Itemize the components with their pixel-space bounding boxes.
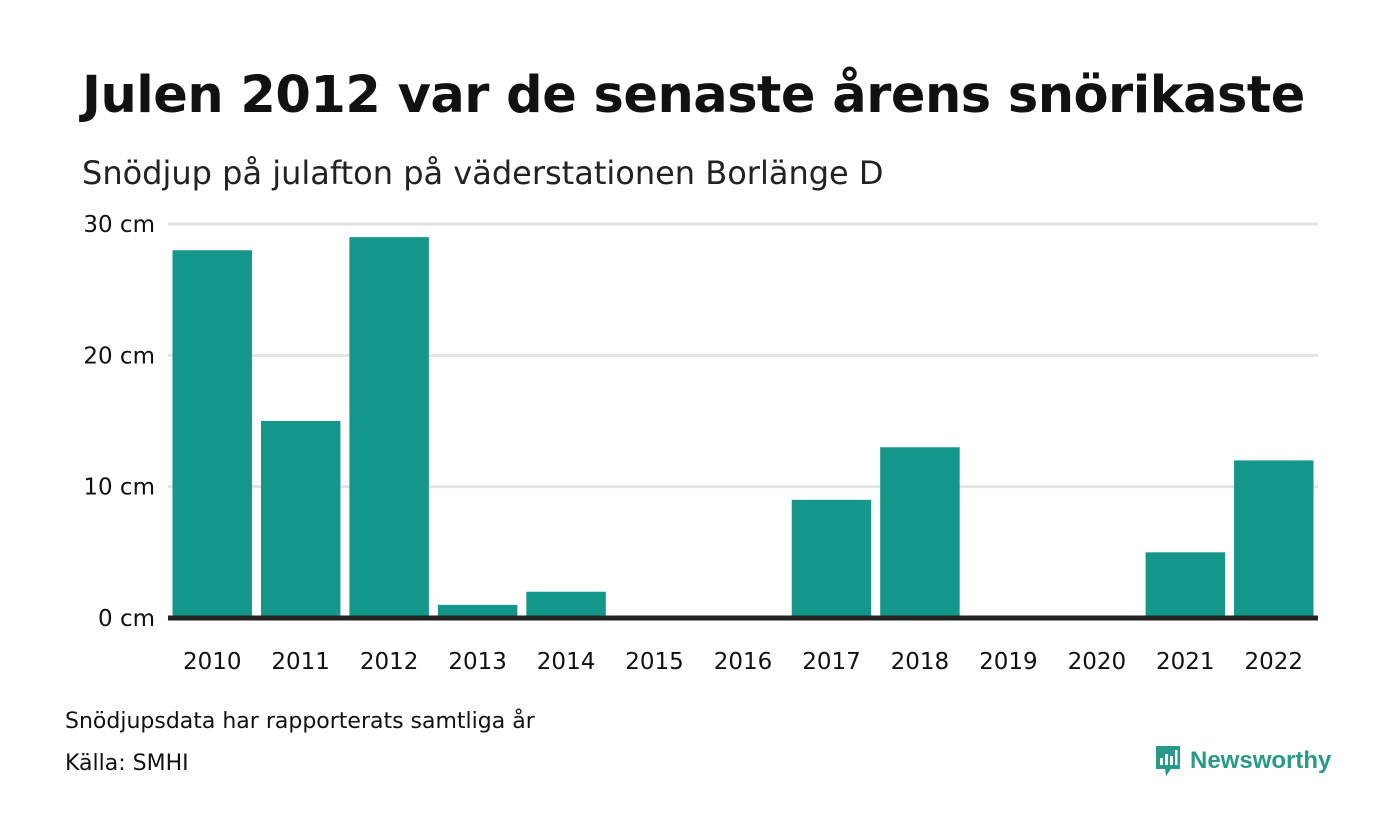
bar [1145, 552, 1226, 618]
bar [172, 250, 252, 618]
x-tick-label: 2011 [271, 649, 330, 675]
x-tick-label: 2021 [1156, 649, 1215, 675]
bar [526, 591, 606, 618]
y-tick-label: 10 cm [83, 475, 155, 501]
x-tick-label: 2019 [979, 649, 1038, 675]
x-tick-label: 2015 [625, 649, 684, 675]
x-tick-label: 2012 [360, 649, 419, 675]
x-tick-label: 2017 [802, 649, 861, 675]
x-tick-label: 2018 [891, 649, 950, 675]
bar [437, 604, 518, 618]
footnote: Snödjupsdata har rapporterats samtliga å… [65, 709, 535, 734]
newsworthy-logo-icon [1156, 746, 1180, 776]
bar [349, 237, 429, 618]
bar [880, 447, 960, 618]
source-note: Källa: SMHI [65, 751, 189, 776]
bar [791, 499, 872, 618]
y-tick-label: 30 cm [83, 212, 155, 238]
x-tick-label: 2013 [448, 649, 507, 675]
chart-subtitle: Snödjup på julafton på väderstationen Bo… [82, 154, 884, 192]
bar-chart: 0 cm 10 cm 20 cm 30 cm 2010 2011 2012 2013 2014 2… [83, 212, 1318, 675]
x-tick-label: 2022 [1244, 649, 1303, 675]
brand-logo: Newsworthy [1154, 744, 1331, 778]
y-tick-label: 20 cm [83, 343, 155, 369]
y-tick-label: 0 cm [98, 606, 155, 632]
x-tick-label: 2014 [537, 649, 596, 675]
x-tick-label: 2020 [1068, 649, 1127, 675]
bar [1234, 460, 1314, 618]
bar [260, 421, 341, 618]
x-tick-label: 2010 [183, 649, 242, 675]
chart-title: Julen 2012 var de senaste årens snörikas… [82, 66, 1305, 125]
brand-name: Newsworthy [1190, 747, 1332, 774]
x-tick-label: 2016 [714, 649, 773, 675]
